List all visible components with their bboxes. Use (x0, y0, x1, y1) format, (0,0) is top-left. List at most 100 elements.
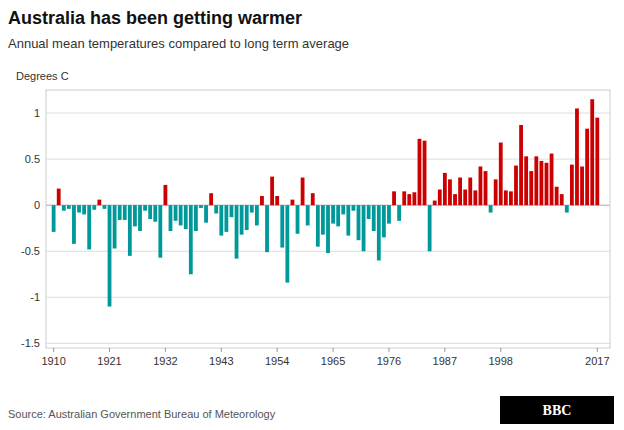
bar (423, 141, 427, 206)
bar (473, 190, 477, 205)
bar (82, 205, 86, 214)
bar (412, 192, 416, 205)
x-tick (221, 348, 222, 352)
bar (484, 171, 488, 205)
bar (509, 191, 513, 205)
bar (72, 205, 76, 244)
grid-line (46, 113, 610, 114)
bar (402, 191, 406, 205)
bar (555, 187, 559, 205)
bar (570, 165, 574, 206)
bar (128, 205, 132, 256)
bar (458, 178, 462, 206)
bar (158, 205, 162, 258)
bar (92, 205, 96, 210)
bar (245, 205, 249, 230)
bar (133, 205, 137, 226)
bar (534, 156, 538, 205)
bar (499, 143, 503, 206)
bar (57, 189, 61, 206)
bar (331, 205, 335, 223)
x-tick-label: 1987 (433, 355, 457, 367)
bar (407, 194, 411, 205)
x-tick (165, 348, 166, 352)
bar (224, 205, 228, 232)
y-tick-label: 1 (34, 107, 40, 119)
bar (260, 196, 264, 205)
bar (108, 205, 112, 306)
plot-frame (46, 90, 610, 348)
bar (346, 205, 350, 235)
bar (575, 108, 579, 205)
bar (545, 163, 549, 205)
bar (418, 139, 422, 205)
bar (580, 166, 584, 205)
bar (169, 205, 173, 231)
bar (285, 205, 289, 282)
x-tick (53, 348, 54, 352)
y-tick-label: 0 (34, 199, 40, 211)
bars (52, 99, 599, 306)
bar (275, 196, 279, 205)
bar (514, 166, 518, 206)
bar (291, 200, 295, 206)
bar (443, 173, 447, 205)
bar (199, 205, 203, 208)
x-tick (597, 348, 598, 352)
x-tick-label: 1910 (41, 355, 65, 367)
bar (479, 166, 483, 205)
bar (468, 178, 472, 206)
grid-line (46, 297, 610, 298)
bar (189, 205, 193, 274)
bar (590, 99, 594, 205)
bar (311, 193, 315, 205)
logo-box (500, 396, 614, 424)
bar (219, 205, 223, 235)
source-note: Source: Australian Government Bureau of … (8, 408, 276, 420)
logo-text: BBC (543, 403, 572, 418)
bar (585, 129, 589, 205)
x-tick (109, 348, 110, 352)
bar (352, 205, 356, 211)
x-tick (444, 348, 445, 352)
bar (184, 205, 188, 229)
x-tick (500, 348, 501, 352)
bar (230, 205, 234, 217)
y-grid (46, 113, 610, 343)
bar (341, 205, 345, 214)
bar (87, 205, 91, 249)
x-tick (333, 348, 334, 352)
bar (377, 205, 381, 260)
bar (357, 205, 361, 240)
bar (97, 200, 101, 206)
subtitle: Annual mean temperatures compared to lon… (8, 36, 349, 51)
bar (179, 205, 183, 225)
bar (204, 205, 208, 223)
bar (433, 201, 437, 206)
bar (174, 205, 178, 221)
bar (494, 179, 498, 205)
y-tick-label: -0.5 (21, 245, 40, 257)
bar (336, 205, 340, 226)
bar (255, 205, 259, 225)
bar (392, 191, 396, 205)
x-tick-label: 1998 (489, 355, 513, 367)
x-tick-label: 1954 (265, 355, 289, 367)
bar (387, 205, 391, 223)
x-tick-label: 2017 (585, 355, 609, 367)
bar (138, 205, 142, 231)
chart: Australia has been getting warmerAnnual … (0, 0, 624, 430)
bar (438, 190, 442, 206)
bar (113, 205, 117, 248)
bar (382, 205, 386, 237)
bar (565, 205, 569, 212)
bar (428, 205, 432, 251)
bar (519, 125, 523, 205)
bar (529, 171, 533, 205)
bar (463, 190, 467, 206)
bar (560, 194, 564, 205)
x-tick (388, 348, 389, 352)
bar (448, 179, 452, 205)
bar (280, 205, 284, 247)
x-tick-label: 1976 (377, 355, 401, 367)
